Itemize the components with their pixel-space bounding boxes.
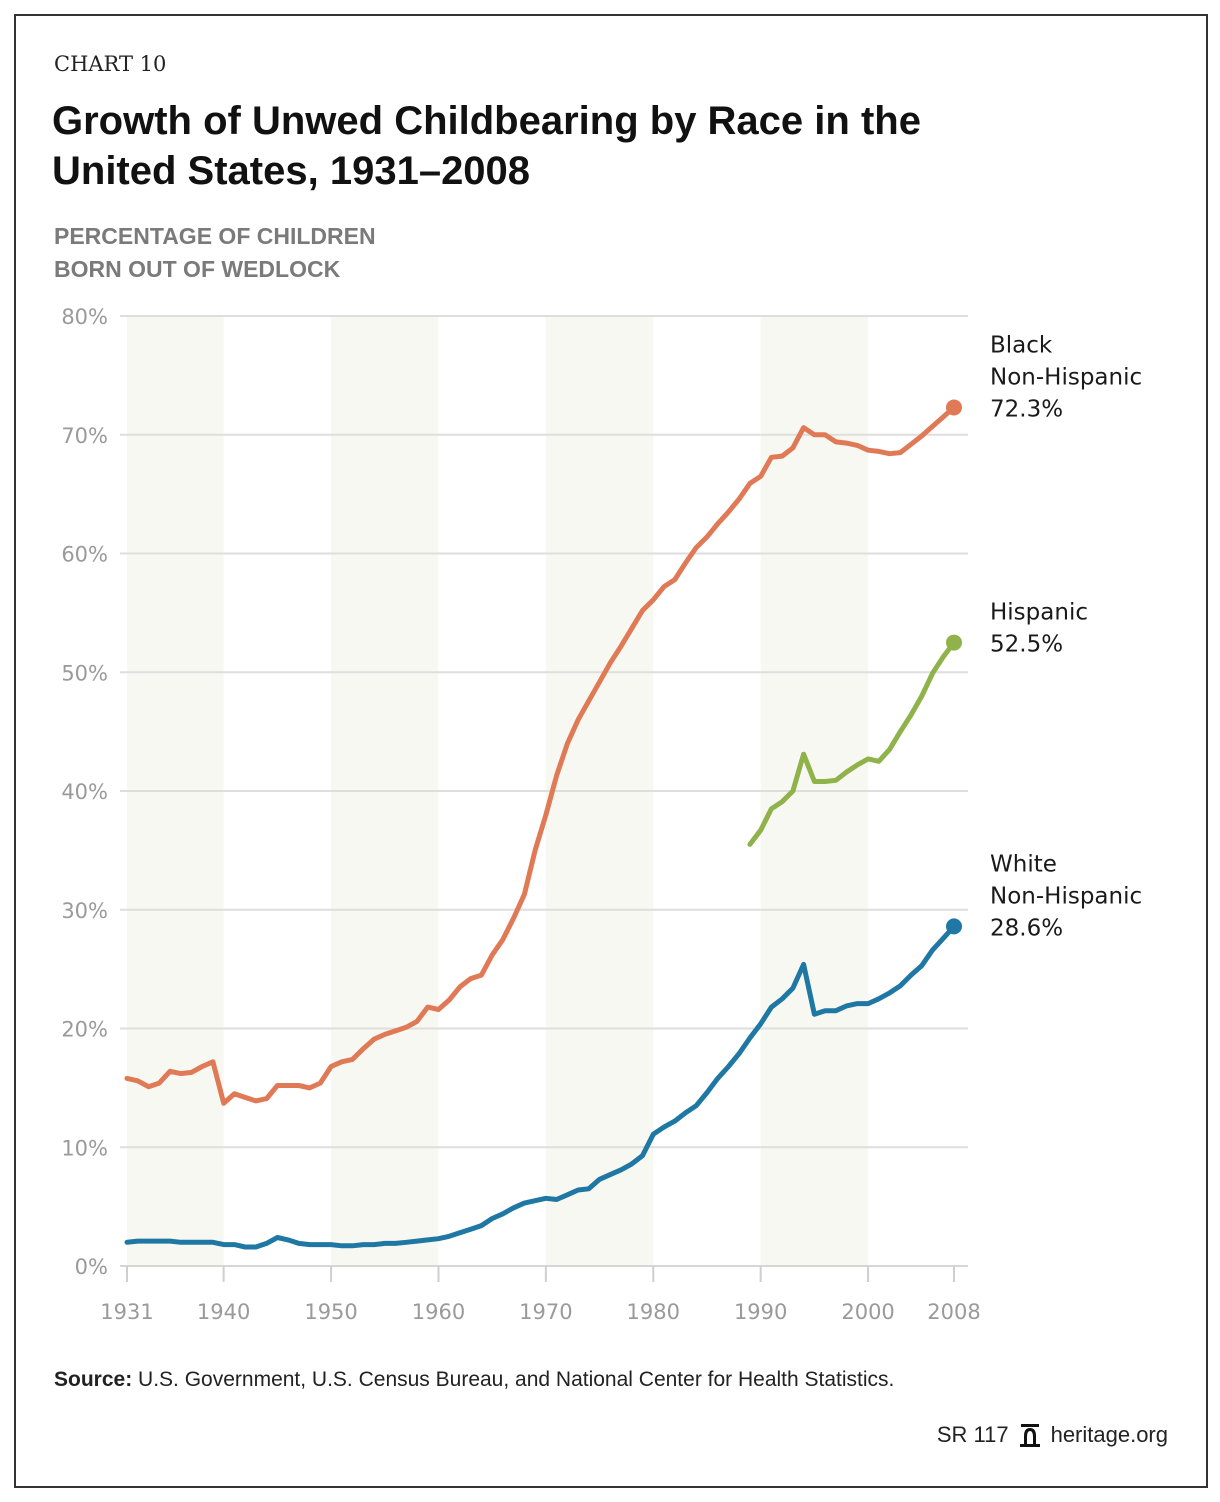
endpoint-marker-white-non-hispanic xyxy=(946,918,962,935)
series-end-value-hispanic: 52.5% xyxy=(990,632,1063,658)
x-tick-label: 1990 xyxy=(734,1300,787,1324)
y-tick-label: 50% xyxy=(61,661,108,685)
x-tick-label: 1940 xyxy=(197,1300,250,1324)
series-end-value-white-non-hispanic: 28.6% xyxy=(990,915,1063,941)
series-labels: Black Non-Hispanic 72.3% Hispanic 52.5% White… xyxy=(990,332,1142,941)
x-tick-label: 1960 xyxy=(412,1300,465,1324)
y-axis-title-line-1: PERCENTAGE OF CHILDREN xyxy=(54,223,376,249)
source-note: Source: U.S. Government, U.S. Census Bur… xyxy=(54,1368,894,1392)
y-tick-label: 70% xyxy=(61,424,108,448)
series-line-hispanic xyxy=(747,640,957,847)
x-tick-label: 1970 xyxy=(519,1300,572,1324)
series-name-black-non-hispanic: Black xyxy=(990,332,1053,358)
x-tick-label: 1980 xyxy=(627,1300,680,1324)
y-tick-label: 10% xyxy=(61,1136,108,1160)
chart-title-line-2: United States, 1931–2008 xyxy=(52,149,531,193)
x-tick-label: 1931 xyxy=(100,1300,153,1324)
y-axis-title-line-2: BORN OUT OF WEDLOCK xyxy=(54,256,341,282)
footer-branding: SR 117 heritage.org xyxy=(937,1422,1168,1448)
site-link[interactable]: heritage.org xyxy=(1050,1422,1168,1447)
series-name-black-non-hispanic: Non-Hispanic xyxy=(990,364,1142,390)
report-id: SR 117 xyxy=(936,1422,1009,1447)
y-tick-label: 40% xyxy=(61,780,108,804)
series-name-white-non-hispanic: White xyxy=(990,851,1057,877)
series-lines xyxy=(124,399,962,1250)
y-axis-tick-labels: 0% 10% 20% 30% 40% 50% 60% 70% 80% xyxy=(61,305,108,1279)
y-tick-label: 80% xyxy=(61,305,108,329)
source-label: Source: xyxy=(54,1368,133,1391)
y-tick-label: 30% xyxy=(61,899,108,923)
x-axis: 1931 1940 1950 1960 1970 1980 1990 2000 2008 xyxy=(100,1266,981,1324)
series-end-value-black-non-hispanic: 72.3% xyxy=(990,396,1063,422)
y-tick-label: 60% xyxy=(61,543,108,567)
y-axis-title: PERCENTAGE OF CHILDREN BORN OUT OF WEDLO… xyxy=(54,220,376,286)
x-tick-label: 2008 xyxy=(927,1300,980,1324)
endpoint-marker-hispanic xyxy=(946,634,962,651)
liberty-bell-icon xyxy=(1019,1424,1040,1447)
series-line-black-non-hispanic xyxy=(124,404,957,1106)
series-name-white-non-hispanic: Non-Hispanic xyxy=(990,883,1142,909)
chart-title-line-1: Growth of Unwed Childbearing by Race in … xyxy=(52,99,921,143)
x-tick-label: 2000 xyxy=(841,1300,894,1324)
series-name-hispanic: Hispanic xyxy=(990,600,1088,626)
y-tick-label: 0% xyxy=(75,1255,108,1279)
series-line-white-non-hispanic xyxy=(124,923,957,1250)
chart-title: Growth of Unwed Childbearing by Race in … xyxy=(52,96,1052,196)
chart-number: CHART 10 xyxy=(54,52,167,76)
endpoint-marker-black-non-hispanic xyxy=(946,399,962,416)
y-tick-label: 20% xyxy=(61,1018,108,1042)
x-tick-label: 1950 xyxy=(304,1300,357,1324)
source-text: U.S. Government, U.S. Census Bureau, and… xyxy=(138,1368,895,1391)
